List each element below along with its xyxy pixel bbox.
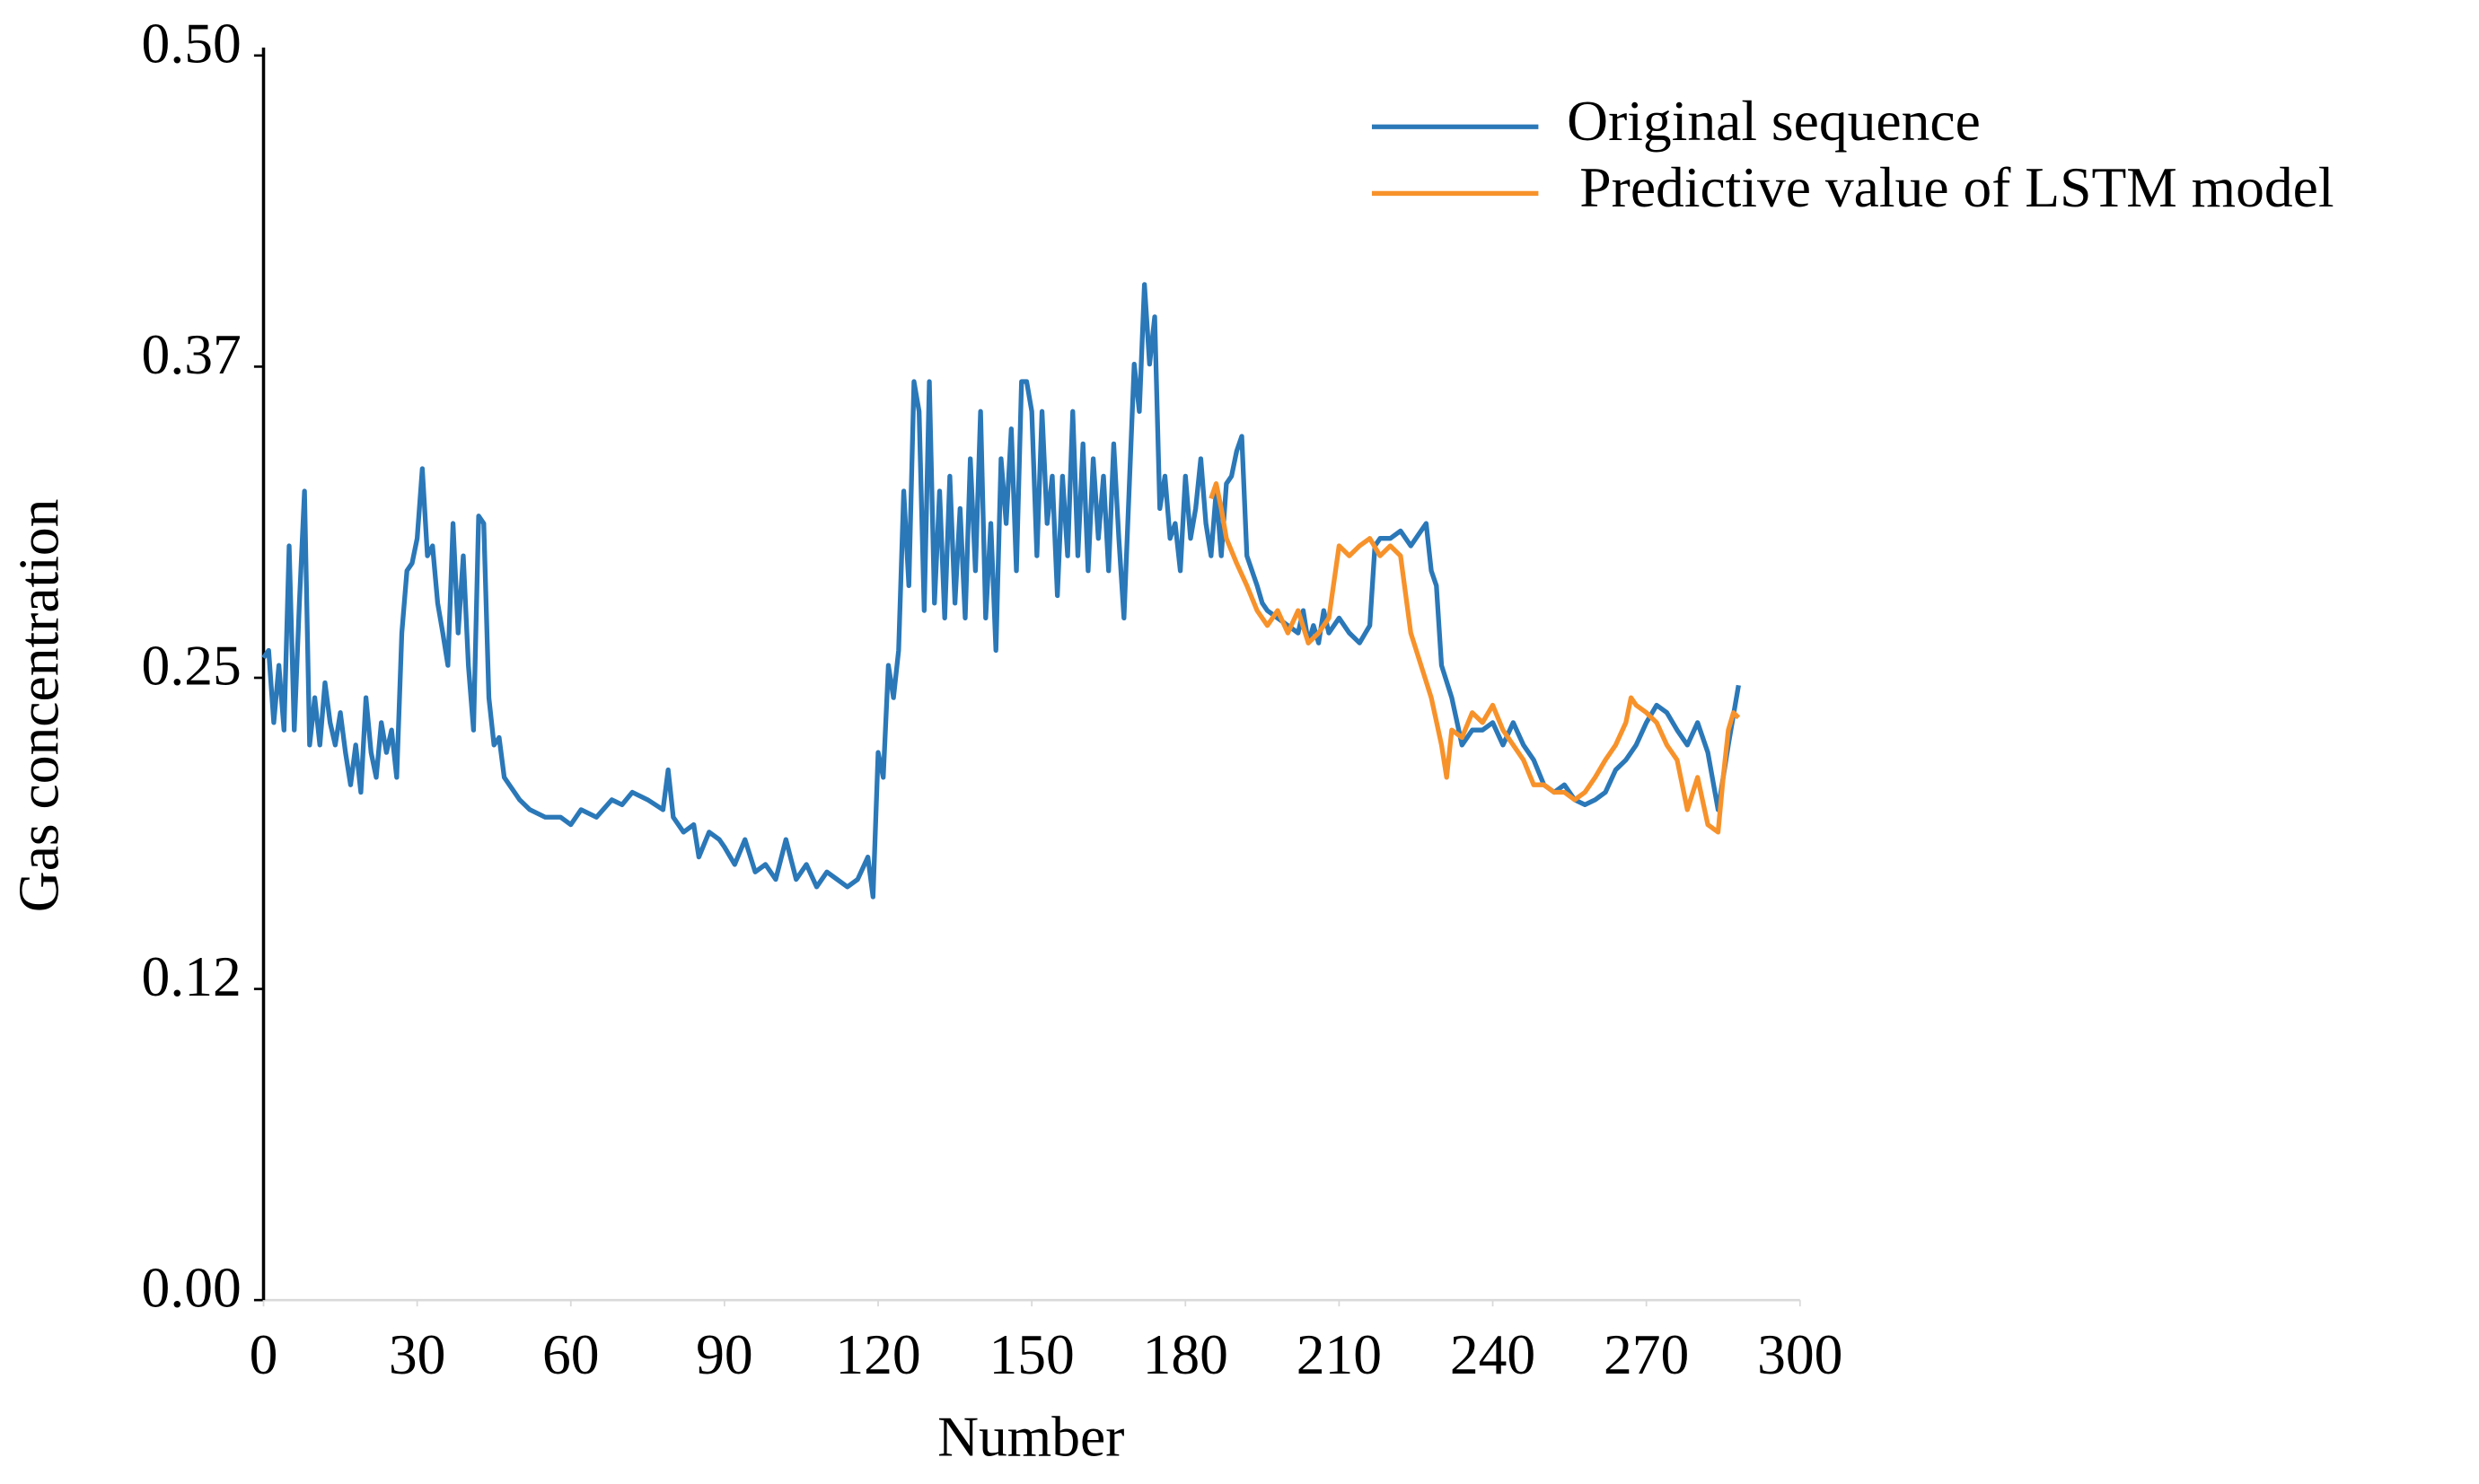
data-line	[261, 282, 1741, 900]
legend-label: Original sequence	[1567, 89, 1981, 153]
y-tick-label: 0.50	[142, 11, 242, 75]
x-axis-title: Number	[937, 1405, 1124, 1469]
x-tick-label: 90	[696, 1322, 753, 1386]
y-tick-label: 0.00	[142, 1256, 242, 1320]
y-tick-label: 0.25	[142, 634, 242, 698]
x-tick-label: 150	[989, 1322, 1074, 1386]
data-line	[1209, 481, 1741, 835]
y-axis-title: Gas concentration	[6, 499, 70, 913]
x-tick-label: 180	[1143, 1322, 1228, 1386]
x-tick-label: 300	[1757, 1322, 1842, 1386]
legend-label: Predictive value of LSTM model	[1579, 155, 2334, 219]
x-tick-label: 210	[1297, 1322, 1382, 1386]
x-tick-label: 270	[1604, 1322, 1689, 1386]
x-tick-label: 30	[389, 1322, 446, 1386]
x-tick-label: 120	[835, 1322, 920, 1386]
y-tick-label: 0.37	[142, 322, 242, 386]
y-tick-label: 0.12	[142, 944, 242, 1008]
x-tick-label: 240	[1450, 1322, 1535, 1386]
x-tick-label: 0	[250, 1322, 278, 1386]
x-tick-label: 60	[542, 1322, 600, 1386]
